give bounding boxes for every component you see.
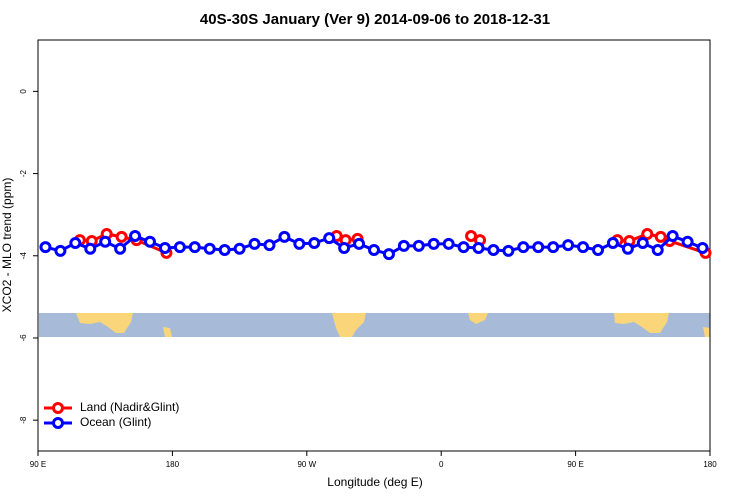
- data-point: [84, 242, 97, 255]
- data-point: [465, 230, 478, 243]
- data-point: [188, 241, 201, 254]
- data-point: [457, 241, 470, 254]
- data-point: [173, 241, 186, 254]
- chart-title: 40S-30S January (Ver 9) 2014-09-06 to 20…: [200, 11, 550, 28]
- data-point: [621, 242, 634, 255]
- legend-label: Ocean (Glint): [80, 415, 151, 429]
- x-tick-label: 90 E: [567, 460, 583, 469]
- data-point: [654, 230, 667, 243]
- legend-marker: [52, 402, 64, 414]
- land-shape: [468, 313, 488, 324]
- data-point: [592, 244, 604, 257]
- x-axis-label: Longitude (deg E): [327, 475, 422, 489]
- data-point: [218, 244, 231, 257]
- legend-label: Land (Nadir&Glint): [80, 400, 179, 414]
- data-point: [606, 237, 619, 250]
- data-point: [144, 235, 156, 248]
- data-point: [338, 241, 351, 254]
- data-point: [278, 230, 291, 243]
- x-tick-label: 180: [703, 460, 717, 469]
- data-point: [323, 232, 336, 245]
- data-point: [308, 237, 321, 250]
- data-point: [517, 241, 530, 254]
- data-point: [233, 242, 246, 255]
- data-point: [502, 244, 515, 257]
- data-point: [293, 237, 306, 250]
- x-tick-label: 90 W: [297, 460, 316, 469]
- data-point: [203, 242, 216, 255]
- data-point: [248, 237, 261, 250]
- data-point: [681, 235, 694, 248]
- x-tick-label: 180: [166, 460, 180, 469]
- y-axis-label: XCO2 - MLO trend (ppm): [0, 178, 14, 313]
- data-point: [696, 241, 709, 254]
- x-tick-label: 0: [439, 460, 444, 469]
- data-point: [412, 239, 425, 252]
- data-point: [69, 237, 82, 250]
- data-point: [442, 237, 455, 250]
- land-shape: [332, 313, 366, 337]
- data-point: [666, 230, 679, 243]
- data-point: [115, 230, 128, 243]
- data-point: [651, 244, 664, 257]
- y-tick-label: -2: [19, 169, 28, 177]
- data-point: [532, 241, 545, 254]
- data-point: [368, 244, 380, 257]
- data-point: [562, 239, 575, 252]
- y-tick-label: 0: [19, 89, 28, 94]
- data-point: [472, 241, 485, 254]
- map-strip: [39, 313, 710, 337]
- data-point: [397, 239, 410, 252]
- data-point: [114, 242, 127, 255]
- data-point: [382, 248, 395, 261]
- plot-frame: [37, 39, 711, 452]
- data-point: [427, 237, 440, 250]
- data-point: [577, 241, 590, 254]
- y-tick-label: -6: [19, 334, 28, 342]
- data-point: [129, 230, 142, 243]
- land-shape: [614, 313, 669, 333]
- data-point: [547, 241, 560, 254]
- data-point: [641, 227, 654, 240]
- data-point: [263, 239, 276, 252]
- data-point: [636, 237, 649, 250]
- ocean-strip: [39, 313, 710, 337]
- data-point: [487, 244, 500, 257]
- land-shape: [163, 327, 172, 337]
- y-tick-label: -4: [19, 252, 28, 260]
- legend-marker: [52, 417, 64, 429]
- data-point: [158, 241, 171, 254]
- data-point: [99, 235, 112, 248]
- data-point: [353, 237, 366, 250]
- y-tick-label: -8: [19, 416, 28, 424]
- x-tick-label: 90 E: [30, 460, 46, 469]
- data-point: [39, 241, 52, 254]
- land-shape: [703, 327, 710, 337]
- land-shape: [76, 313, 133, 333]
- data-point: [54, 244, 67, 257]
